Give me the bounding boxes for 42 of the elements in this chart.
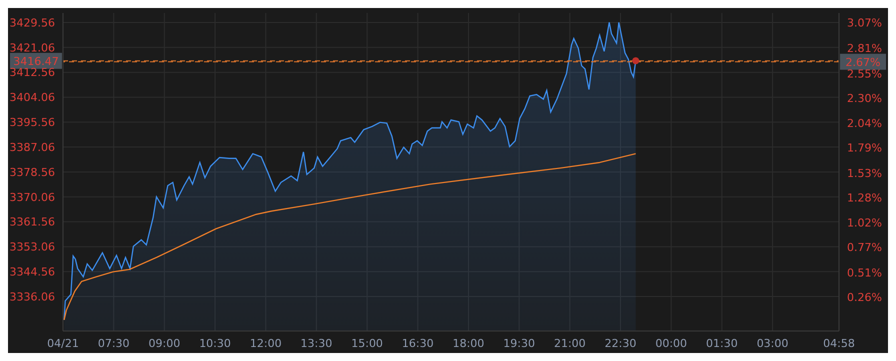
x-tick-label: 00:00 (655, 336, 688, 350)
x-tick-label: 07:30 (98, 336, 130, 350)
y-tick-label: 3429.56 (10, 16, 55, 30)
ref-line-label: 3416.47 (13, 54, 59, 68)
x-tick-label: 16:30 (402, 336, 434, 350)
y2-tick-label: 2.81% (847, 42, 882, 56)
x-tick-label: 09:00 (148, 336, 180, 350)
x-tick-label: 10:30 (199, 336, 231, 350)
y2-tick-label: 0.26% (847, 290, 882, 304)
y2-tick-label: 2.55% (847, 67, 882, 80)
y-tick-label: 3395.56 (10, 116, 55, 130)
y-tick-label: 3361.56 (10, 216, 55, 229)
y-tick-label: 3344.56 (10, 266, 55, 279)
y-tick-label: 3370.06 (10, 190, 55, 204)
x-tick-label: 12:00 (250, 336, 282, 350)
y-tick-label: 3421.06 (10, 41, 55, 54)
x-tick-label: 04:58 (823, 336, 855, 350)
ref-line-label: 2.67% (846, 56, 880, 69)
y2-tick-label: 0.51% (847, 266, 882, 280)
y2-tick-label: 1.28% (847, 191, 882, 204)
y2-tick-label: 0.77% (847, 241, 882, 254)
x-tick-label: 15:00 (351, 336, 383, 350)
y-tick-label: 3404.06 (10, 91, 55, 104)
x-tick-label: 22:30 (604, 336, 636, 350)
x-tick-label: 21:00 (554, 336, 586, 350)
y-tick-label: 3378.56 (10, 166, 55, 179)
x-tick-label: 01:30 (706, 336, 738, 350)
y-tick-label: 3336.06 (10, 290, 55, 304)
x-tick-label: 19:30 (503, 336, 535, 350)
x-tick-label: 03:00 (756, 336, 788, 350)
y2-tick-label: 1.53% (847, 166, 882, 180)
y2-tick-label: 2.04% (847, 117, 882, 130)
y-tick-label: 3412.56 (10, 66, 55, 80)
y2-tick-label: 2.30% (847, 92, 882, 105)
y-tick-label: 3353.06 (10, 240, 55, 254)
y-tick-label: 3387.06 (10, 140, 55, 154)
x-tick-label: 04/21 (47, 336, 79, 350)
y2-tick-label: 1.79% (847, 142, 882, 155)
y2-tick-label: 1.02% (847, 216, 882, 230)
x-tick-label: 13:30 (300, 336, 332, 350)
x-tick-label: 18:00 (452, 336, 484, 350)
y2-tick-label: 3.07% (847, 16, 882, 30)
